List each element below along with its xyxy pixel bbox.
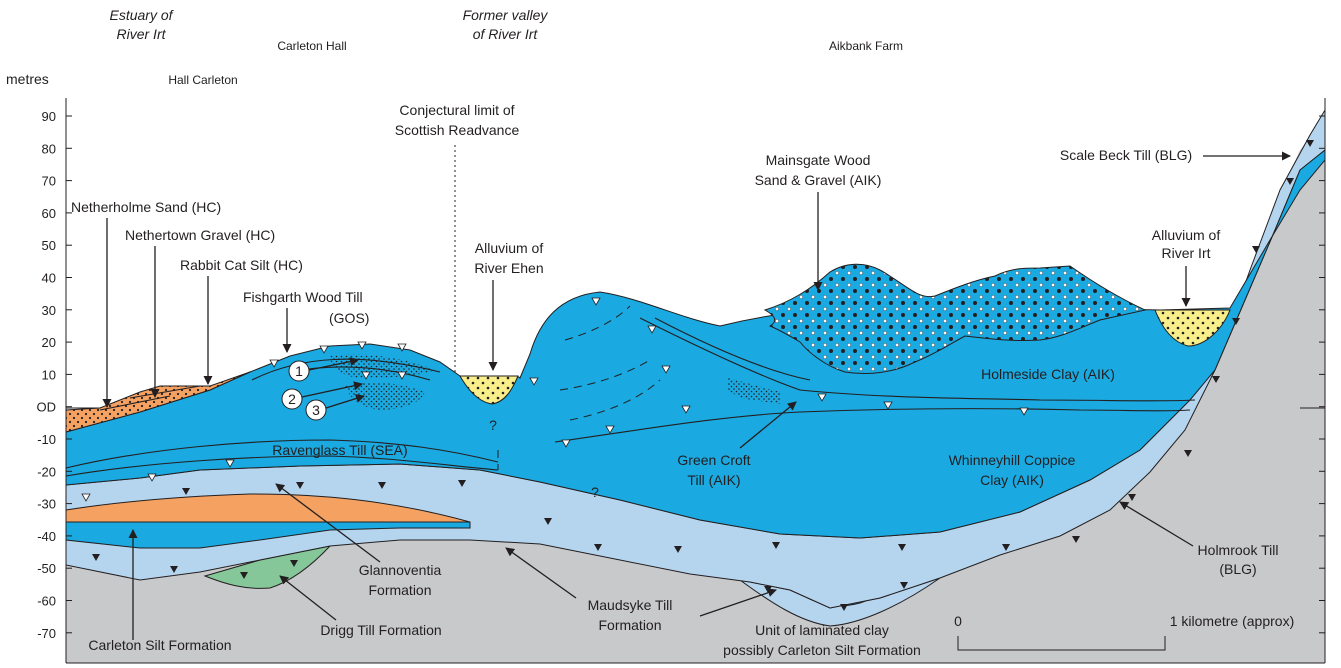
marker-num-2: 2 bbox=[288, 391, 296, 407]
alluvium-ehen-dots bbox=[459, 375, 519, 405]
ravenglass-label: Ravenglass Till (SEA) bbox=[272, 442, 407, 458]
hc-deposits-dots bbox=[65, 371, 251, 433]
right-axis-ticks bbox=[1319, 115, 1325, 634]
glannoventia-line1: Glannoventia bbox=[359, 562, 442, 578]
carleton-silt-label: Carleton Silt Formation bbox=[88, 637, 231, 653]
holmeside-label: Holmeside Clay (AIK) bbox=[981, 366, 1115, 382]
hall-carleton-label: Hall Carleton bbox=[168, 73, 237, 87]
mainsgate-line2: Sand & Gravel (AIK) bbox=[755, 172, 882, 188]
scale-start: 0 bbox=[954, 613, 962, 629]
axis-tick-label: 90 bbox=[42, 109, 56, 124]
marker-circle-1 bbox=[288, 360, 310, 382]
scale-bar: 0 1 kilometre (approx) bbox=[954, 613, 1295, 651]
alluvium-irt-line1: Alluvium of bbox=[1152, 227, 1221, 243]
axis-unit: metres bbox=[6, 71, 49, 87]
axis-tick-label: OD bbox=[37, 400, 57, 415]
till-symbols-filled bbox=[92, 140, 1314, 611]
glannoventia-line2: Formation bbox=[368, 582, 431, 598]
axis-tick-label: 30 bbox=[42, 303, 56, 318]
alluvium-ehen-line2: River Ehen bbox=[474, 260, 543, 276]
conjectural-dashed-3 bbox=[569, 379, 661, 421]
estuary-line2: River Irt bbox=[117, 26, 167, 42]
fishgarth-sand-lens-lower bbox=[345, 382, 425, 410]
axis-tick-label: -30 bbox=[37, 497, 56, 512]
axis-tick-label: 50 bbox=[42, 238, 56, 253]
scale-end: 1 kilometre (approx) bbox=[1170, 613, 1295, 629]
question-mark-1: ? bbox=[489, 417, 497, 433]
marker-num-3: 3 bbox=[312, 402, 320, 418]
axis-tick-label: 10 bbox=[42, 367, 56, 382]
rabbit-cat-label: Rabbit Cat Silt (HC) bbox=[180, 257, 303, 273]
drigg-till-unit bbox=[203, 545, 332, 589]
maudsyke-line1: Maudsyke Till bbox=[588, 597, 673, 613]
till-symbols-open bbox=[81, 297, 1029, 502]
whinneyhill-line2: Clay (AIK) bbox=[980, 472, 1044, 488]
axis-tick-label: 40 bbox=[42, 271, 56, 286]
question-mark-2: ? bbox=[591, 484, 599, 500]
laminated-line2: possibly Carleton Silt Formation bbox=[723, 642, 921, 658]
glannoventia-unit bbox=[65, 493, 471, 523]
axis-tick-label: -40 bbox=[37, 529, 56, 544]
drigg-label: Drigg Till Formation bbox=[320, 622, 441, 638]
axis-tick-labels: 90 80 70 60 50 40 30 20 10 OD -10 -20 -30 -40 -50 -60 -7… bbox=[37, 109, 57, 641]
axis-tick-label: -10 bbox=[37, 432, 56, 447]
fishgarth-line2: (GOS) bbox=[329, 310, 369, 326]
green-croft-line2: Till (AIK) bbox=[687, 472, 740, 488]
axis-tick-label: 60 bbox=[42, 206, 56, 221]
nethertown-label: Nethertown Gravel (HC) bbox=[125, 227, 275, 243]
netherholme-label: Netherholme Sand (HC) bbox=[71, 199, 221, 215]
axis-tick-label: 20 bbox=[42, 335, 56, 350]
bedrock-unit bbox=[66, 118, 1325, 663]
left-axis-ticks bbox=[66, 115, 72, 634]
laminated-line1: Unit of laminated clay bbox=[755, 622, 889, 638]
mainsgate-gravel-dots bbox=[763, 263, 1147, 375]
carleton-hall-label: Carleton Hall bbox=[277, 39, 346, 53]
axis-tick-label: -70 bbox=[37, 626, 56, 641]
axis-tick-label: -60 bbox=[37, 594, 56, 609]
whinneyhill-line1: Whinneyhill Coppice bbox=[949, 452, 1076, 468]
leader-arrows bbox=[102, 151, 1291, 640]
fishgarth-boundary bbox=[251, 358, 441, 381]
conjectural-dashed-2 bbox=[559, 359, 651, 391]
maudsyke-line2: Formation bbox=[598, 617, 661, 633]
marker-num-1: 1 bbox=[295, 363, 303, 379]
holmrook-line2: (BLG) bbox=[1219, 561, 1256, 577]
green-croft-line1: Green Croft bbox=[677, 452, 750, 468]
hc-internal-2 bbox=[129, 385, 201, 399]
holmeside-boundary-2 bbox=[639, 317, 1196, 402]
holmeside-base-boundary bbox=[554, 408, 1191, 443]
axis-tick-label: -20 bbox=[37, 464, 56, 479]
green-croft-sand-lens bbox=[728, 378, 780, 404]
ravenglass-upper-boundary bbox=[65, 439, 499, 469]
conjectural-line1: Conjectural limit of bbox=[399, 102, 514, 118]
scale-beck-label: Scale Beck Till (BLG) bbox=[1060, 147, 1192, 163]
alluvium-ehen-line1: Alluvium of bbox=[475, 240, 544, 256]
mainsgate-line1: Mainsgate Wood bbox=[766, 152, 871, 168]
axis-tick-label: -50 bbox=[37, 561, 56, 576]
former-valley-line2: of River Irt bbox=[473, 26, 539, 42]
conjectural-dashed-1 bbox=[564, 305, 631, 341]
former-valley-line1: Former valley bbox=[463, 7, 549, 23]
estuary-line1: Estuary of bbox=[109, 7, 174, 23]
holmeside-boundary-3 bbox=[654, 317, 811, 381]
ravenglass-lower-boundary bbox=[65, 455, 499, 477]
axis-tick-label: 80 bbox=[42, 141, 56, 156]
alluvium-irt-dots bbox=[1154, 309, 1231, 347]
axis-tick-label: 70 bbox=[42, 174, 56, 189]
marker-circle-2 bbox=[281, 388, 303, 410]
conjectural-line2: Scottish Readvance bbox=[395, 122, 520, 138]
alluvium-irt-line2: River Irt bbox=[1162, 245, 1211, 261]
marker-circle-3 bbox=[305, 399, 327, 421]
holmrook-line1: Holmrook Till bbox=[1198, 542, 1279, 558]
fishgarth-line1: Fishgarth Wood Till bbox=[243, 289, 363, 305]
aikbank-label: Aikbank Farm bbox=[829, 39, 903, 53]
hc-internal-1 bbox=[99, 395, 171, 411]
